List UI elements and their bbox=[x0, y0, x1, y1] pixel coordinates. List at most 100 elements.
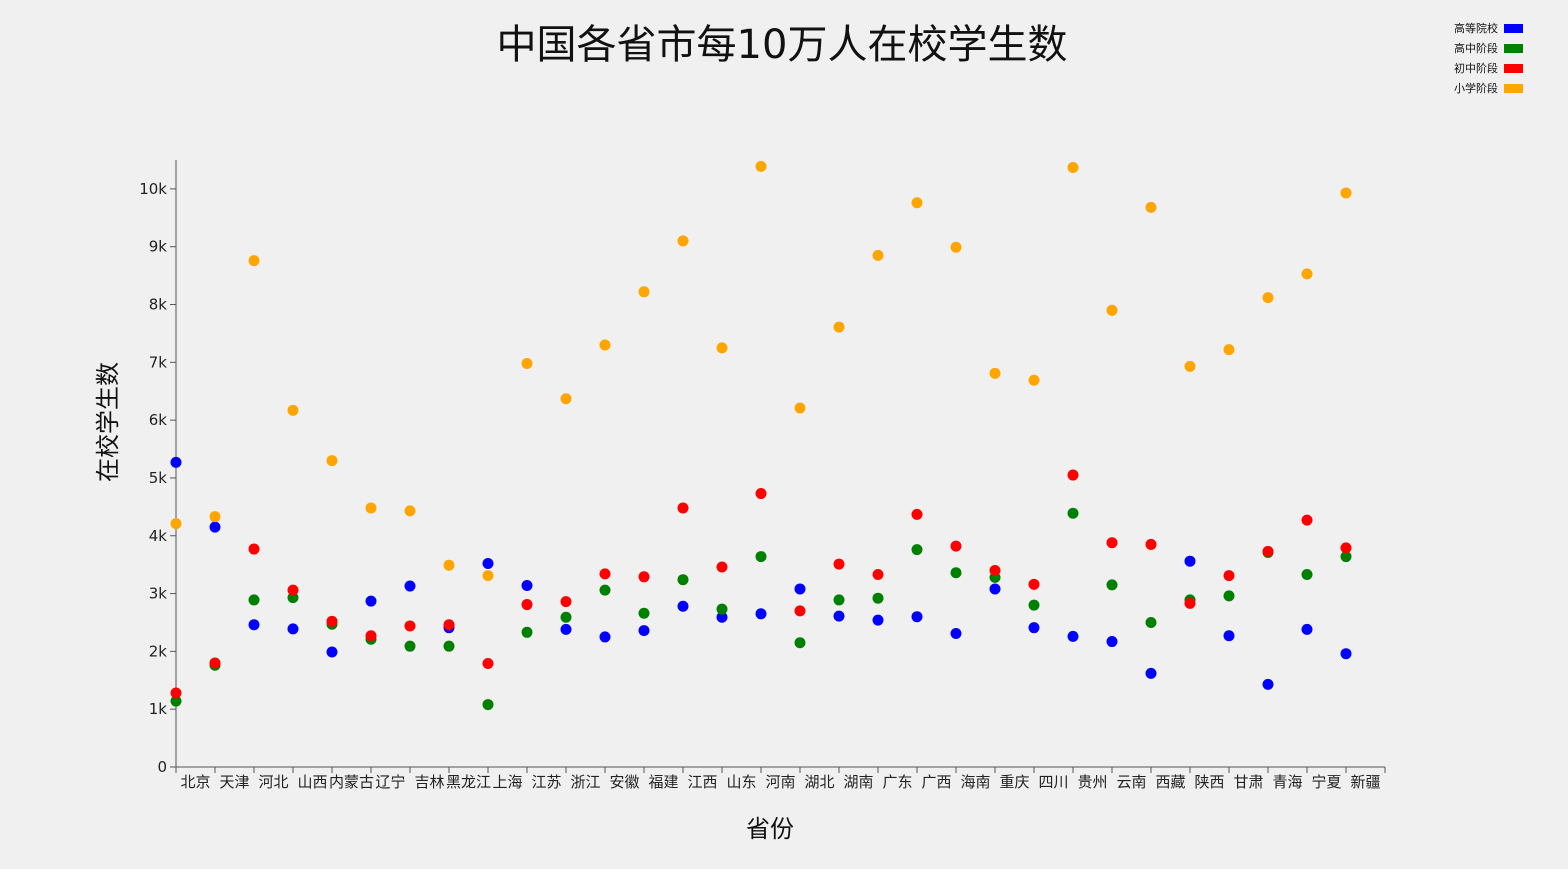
data-point bbox=[482, 699, 494, 711]
data-point bbox=[1301, 623, 1313, 635]
data-point bbox=[1301, 568, 1313, 580]
x-tick-label: 河北 bbox=[258, 773, 288, 791]
y-tick-label: 6k bbox=[149, 411, 168, 429]
data-point bbox=[833, 594, 845, 606]
x-tick-label: 江苏 bbox=[531, 773, 561, 791]
series-0 bbox=[170, 456, 1352, 690]
data-point bbox=[1067, 469, 1079, 481]
data-point bbox=[209, 657, 221, 669]
data-point bbox=[1340, 542, 1352, 554]
legend-swatch bbox=[1504, 44, 1523, 53]
data-point bbox=[248, 255, 260, 267]
y-tick-label: 5k bbox=[149, 469, 168, 487]
y-tick-label: 8k bbox=[149, 296, 168, 314]
data-point bbox=[287, 592, 299, 604]
data-point bbox=[833, 610, 845, 622]
data-point bbox=[1106, 304, 1118, 316]
data-point bbox=[1262, 545, 1274, 557]
data-point bbox=[1028, 622, 1040, 634]
data-point bbox=[404, 580, 416, 592]
data-point bbox=[326, 646, 338, 658]
data-point bbox=[365, 630, 377, 642]
legend-label: 高中阶段 bbox=[1454, 41, 1498, 55]
data-point bbox=[599, 631, 611, 643]
data-point bbox=[1028, 374, 1040, 386]
data-point bbox=[1106, 579, 1118, 591]
data-point bbox=[638, 607, 650, 619]
data-point bbox=[1262, 678, 1274, 690]
data-point bbox=[1145, 538, 1157, 550]
data-point bbox=[560, 393, 572, 405]
data-point bbox=[404, 620, 416, 632]
y-tick-label: 1k bbox=[149, 700, 168, 718]
data-point bbox=[1262, 292, 1274, 304]
data-point bbox=[872, 568, 884, 580]
data-point bbox=[1067, 162, 1079, 174]
data-point bbox=[1223, 344, 1235, 356]
x-tick-label: 重庆 bbox=[999, 773, 1029, 791]
data-point bbox=[755, 160, 767, 172]
y-tick-label: 2k bbox=[149, 642, 168, 660]
data-point bbox=[521, 599, 533, 611]
legend-swatch bbox=[1504, 84, 1523, 93]
data-point bbox=[1106, 537, 1118, 549]
data-point bbox=[209, 511, 221, 523]
data-point bbox=[1067, 630, 1079, 642]
x-tick-label: 福建 bbox=[648, 773, 678, 791]
x-tick-label: 贵州 bbox=[1077, 773, 1107, 791]
series-2 bbox=[170, 469, 1352, 699]
data-point bbox=[989, 583, 1001, 595]
data-point bbox=[521, 357, 533, 369]
data-point bbox=[872, 592, 884, 604]
data-point bbox=[1145, 616, 1157, 628]
x-tick-label: 湖南 bbox=[843, 773, 873, 791]
x-tick-label: 陕西 bbox=[1194, 773, 1224, 791]
data-point bbox=[326, 615, 338, 627]
data-point bbox=[248, 543, 260, 555]
x-tick-label: 河南 bbox=[765, 773, 795, 791]
data-point bbox=[443, 640, 455, 652]
data-point bbox=[1340, 551, 1352, 563]
y-tick-label: 4k bbox=[149, 527, 168, 545]
data-point bbox=[326, 455, 338, 467]
data-point bbox=[989, 367, 1001, 379]
x-tick-label: 甘肃 bbox=[1233, 773, 1263, 791]
data-point bbox=[1067, 507, 1079, 519]
data-point bbox=[1301, 514, 1313, 526]
y-tick-label: 7k bbox=[149, 353, 168, 371]
x-tick-label: 黑龙江 bbox=[446, 773, 491, 791]
data-point bbox=[1184, 360, 1196, 372]
x-tick-label: 云南 bbox=[1116, 773, 1146, 791]
data-point bbox=[1223, 570, 1235, 582]
data-point bbox=[248, 619, 260, 631]
data-point bbox=[833, 321, 845, 333]
data-point bbox=[1184, 597, 1196, 609]
data-point bbox=[287, 623, 299, 635]
x-tick-label: 山东 bbox=[726, 773, 756, 791]
data-point bbox=[716, 561, 728, 573]
data-point bbox=[794, 583, 806, 595]
data-point bbox=[872, 614, 884, 626]
plot-points bbox=[170, 160, 1352, 711]
legend-label: 高等院校 bbox=[1454, 21, 1498, 35]
x-tick-label: 辽宁 bbox=[375, 773, 405, 791]
data-point bbox=[716, 603, 728, 615]
data-point bbox=[560, 596, 572, 608]
x-tick-label: 安徽 bbox=[609, 773, 639, 791]
data-point bbox=[443, 619, 455, 631]
legend-label: 小学阶段 bbox=[1454, 81, 1498, 95]
data-point bbox=[755, 608, 767, 620]
data-point bbox=[950, 540, 962, 552]
data-point bbox=[677, 600, 689, 612]
x-tick-label: 天津 bbox=[219, 773, 249, 791]
data-point bbox=[1223, 630, 1235, 642]
x-tick-label: 青海 bbox=[1272, 773, 1302, 791]
data-point bbox=[170, 518, 182, 530]
data-point bbox=[365, 502, 377, 514]
data-point bbox=[872, 249, 884, 261]
data-point bbox=[1145, 201, 1157, 213]
y-axis-title: 在校学生数 bbox=[94, 362, 122, 482]
x-tick-label: 浙江 bbox=[570, 773, 600, 791]
data-point bbox=[365, 595, 377, 607]
